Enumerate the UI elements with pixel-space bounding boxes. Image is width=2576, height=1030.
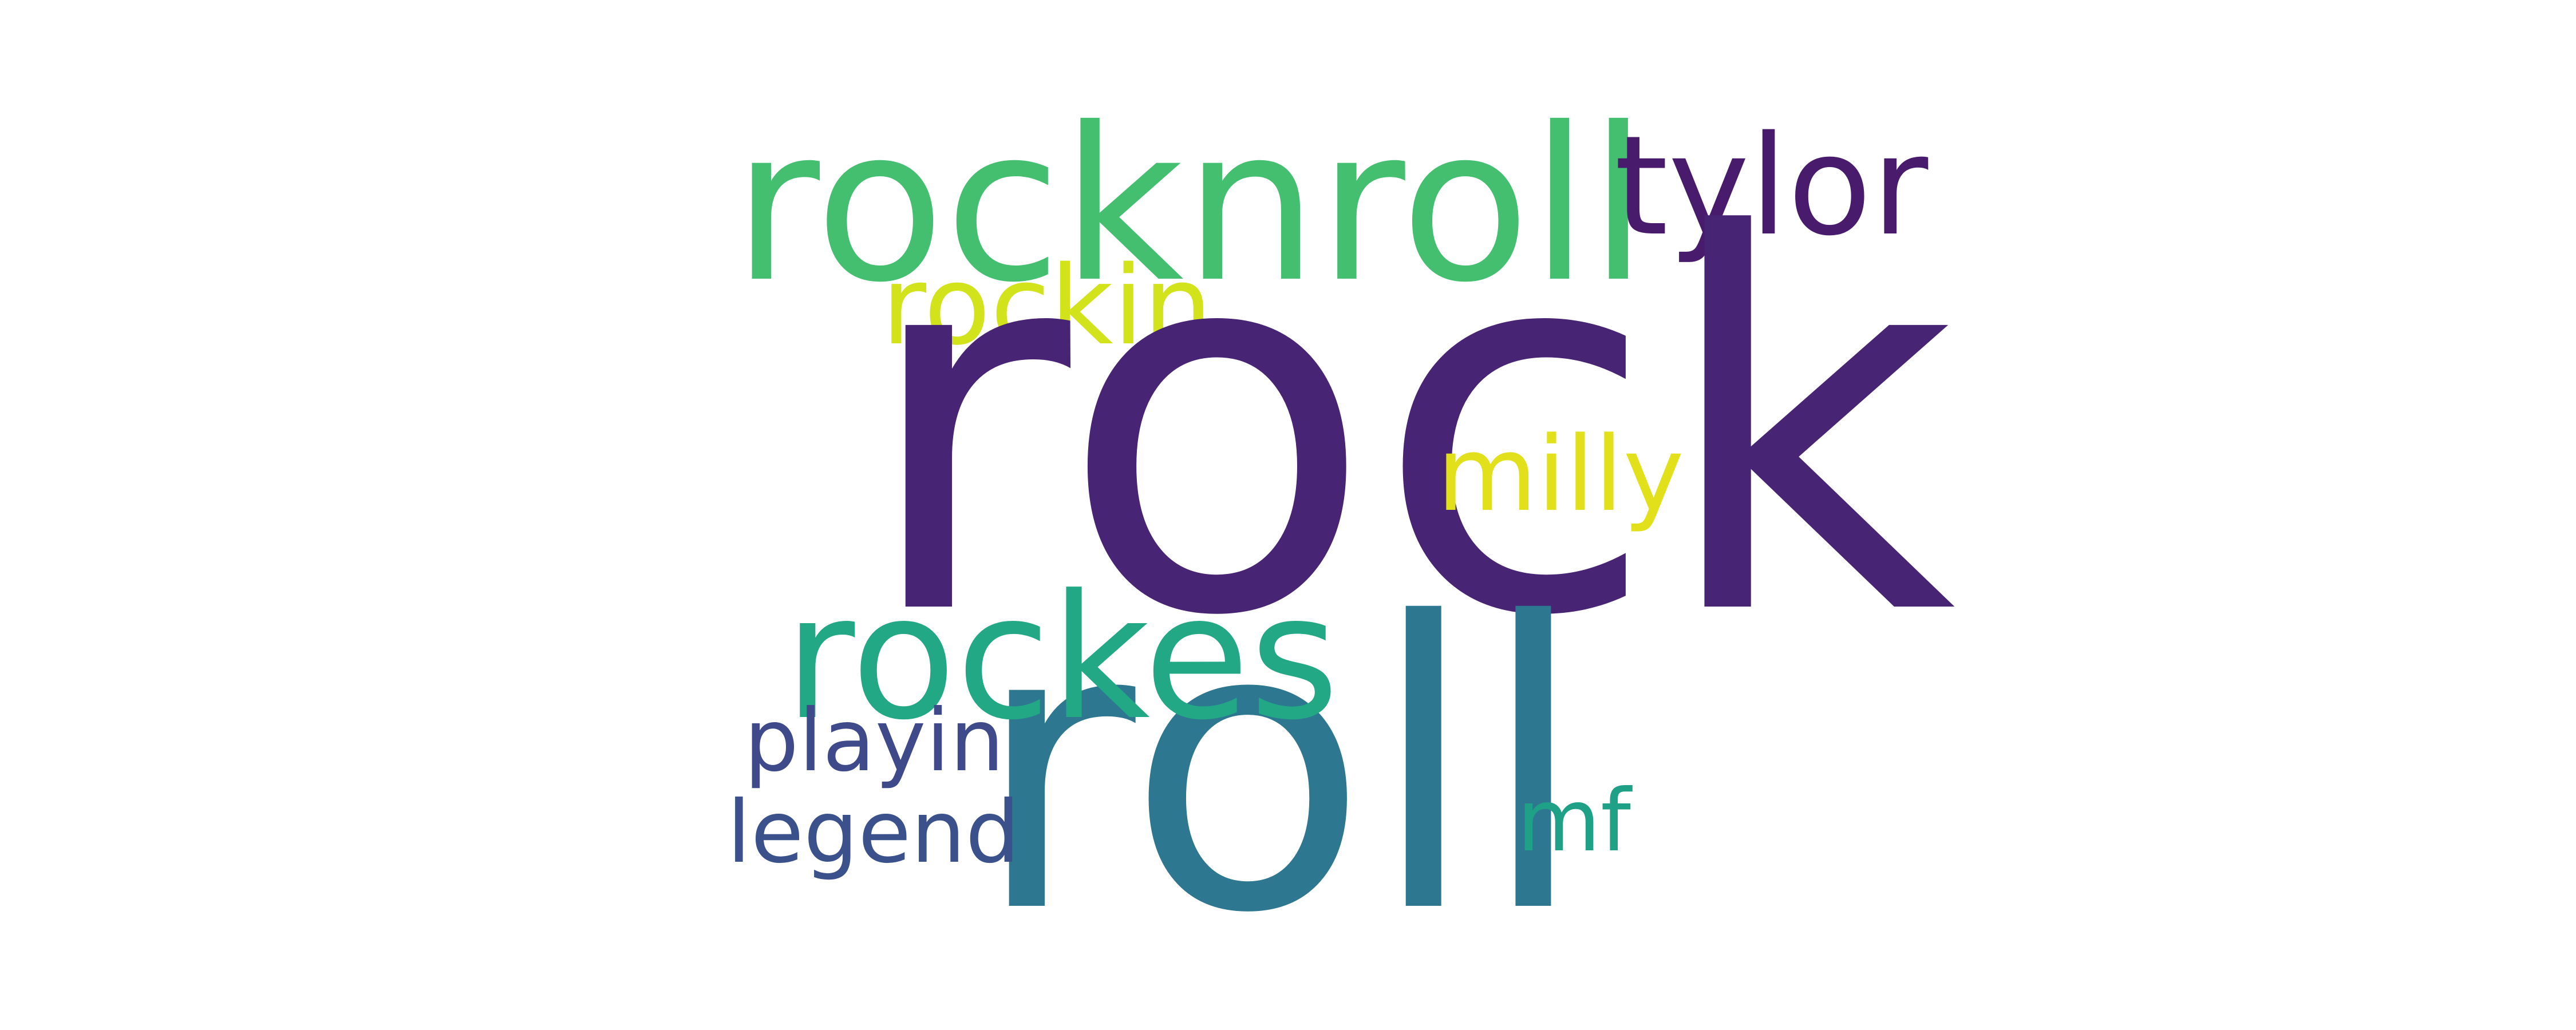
word-legend: legend <box>727 783 1020 882</box>
word-mf: mf <box>1517 771 1631 871</box>
word-rockes: rockes <box>784 558 1340 758</box>
word-rocknroll: rocknroll <box>733 83 1648 329</box>
word-playin: playin <box>744 691 1005 791</box>
word-roll: roll <box>973 540 1589 999</box>
word-tylor: tylor <box>1614 106 1929 266</box>
word-milly: milly <box>1437 415 1684 534</box>
word-rockin: rockin <box>882 243 1212 369</box>
word-rock: rock <box>859 129 1956 728</box>
